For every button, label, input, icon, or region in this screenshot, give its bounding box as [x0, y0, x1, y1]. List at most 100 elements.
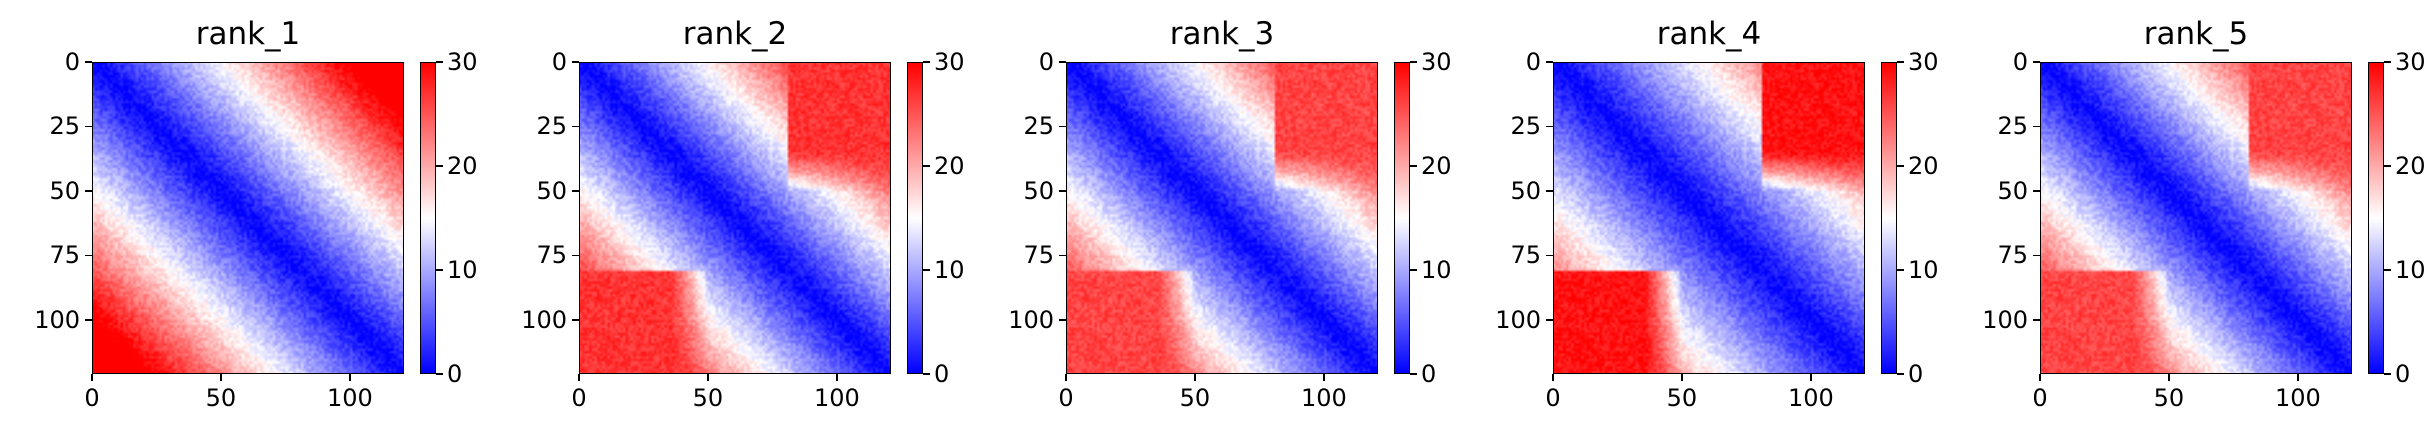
y-tick-label: 75 [1023, 241, 1054, 270]
colorbar-tick [2384, 165, 2391, 167]
heatmap [1066, 62, 1378, 374]
y-tick [572, 125, 579, 128]
y-tick [572, 190, 579, 192]
x-tick-label: 100 [326, 384, 373, 412]
colorbar-tick [2384, 373, 2391, 375]
x-tick-label: 0 [571, 384, 587, 412]
y-tick-label: 50 [1997, 176, 2028, 205]
colorbar-tick-label: 10 [447, 256, 478, 284]
x-tick-label: 100 [1787, 384, 1834, 412]
colorbar-tick [1897, 373, 1904, 375]
heatmap [1553, 62, 1865, 374]
chart-panel: rank_4 0 50 100 0 25 50 75 100 0 10 20 30 [1461, 0, 1948, 438]
x-tick [578, 374, 580, 381]
colorbar-tick-label: 20 [2395, 152, 2426, 180]
colorbar [907, 62, 923, 374]
y-tick [85, 61, 92, 63]
y-tick [572, 61, 579, 63]
y-tick-label: 75 [1510, 241, 1541, 270]
y-tick-label: 50 [1023, 176, 1054, 205]
x-tick [1194, 374, 1196, 381]
x-tick-label: 100 [813, 384, 860, 412]
colorbar-tick-label: 20 [1908, 152, 1939, 180]
x-tick [1552, 374, 1554, 381]
y-tick-label: 100 [1495, 305, 1541, 334]
y-tick-label: 25 [1023, 112, 1054, 141]
x-tick-label: 0 [84, 384, 100, 412]
x-tick-label: 50 [205, 384, 237, 412]
x-tick-label: 50 [692, 384, 724, 412]
x-tick-label: 50 [2153, 384, 2185, 412]
y-tick [2033, 61, 2040, 63]
y-tick [1059, 190, 1066, 192]
y-tick-label: 0 [1525, 48, 1541, 76]
colorbar-tick-label: 0 [1421, 360, 1437, 388]
y-tick [85, 254, 92, 257]
colorbar [1394, 62, 1410, 374]
x-tick [1810, 374, 1812, 381]
colorbar-tick [1410, 373, 1417, 375]
colorbar [2368, 62, 2384, 374]
chart-panel: rank_2 0 50 100 0 25 50 75 100 0 10 20 30 [487, 0, 974, 438]
y-tick [2033, 125, 2040, 128]
x-tick [1065, 374, 1067, 381]
y-tick-label: 0 [2012, 48, 2028, 76]
chart-title: rank_3 [1169, 16, 1275, 52]
colorbar-tick-label: 10 [934, 256, 965, 284]
y-tick [1059, 254, 1066, 257]
colorbar-tick [436, 61, 443, 63]
y-tick [2033, 319, 2040, 321]
y-tick [1059, 319, 1066, 321]
colorbar [1881, 62, 1897, 374]
y-tick-label: 25 [536, 112, 567, 141]
colorbar-tick [923, 269, 930, 271]
y-tick [85, 319, 92, 321]
x-tick [1323, 374, 1325, 381]
x-tick-label: 100 [1300, 384, 1347, 412]
chart-panel: rank_5 0 50 100 0 25 50 75 100 0 10 20 30 [1948, 0, 2435, 438]
y-tick-label: 75 [1997, 241, 2028, 270]
y-tick [1546, 125, 1553, 128]
x-tick-label: 0 [1058, 384, 1074, 412]
colorbar-tick [1410, 269, 1417, 271]
y-tick [1059, 61, 1066, 63]
x-tick [836, 374, 838, 381]
y-tick-label: 50 [1510, 176, 1541, 205]
y-tick [85, 190, 92, 192]
y-tick-label: 0 [1038, 48, 1054, 76]
x-tick [707, 374, 709, 381]
colorbar-tick [1410, 165, 1417, 167]
colorbar-tick-label: 0 [1908, 360, 1924, 388]
heatmap [92, 62, 404, 374]
chart-title: rank_5 [2143, 16, 2249, 52]
x-tick-label: 0 [2032, 384, 2048, 412]
chart-title: rank_1 [195, 16, 301, 52]
y-tick [2033, 254, 2040, 257]
x-tick [1681, 374, 1683, 381]
colorbar-tick-label: 20 [447, 152, 478, 180]
chart-title: rank_4 [1656, 16, 1762, 52]
colorbar-tick-label: 0 [934, 360, 950, 388]
x-tick [349, 374, 351, 381]
x-tick-label: 50 [1666, 384, 1698, 412]
colorbar-tick [923, 61, 930, 63]
colorbar-tick-label: 0 [447, 360, 463, 388]
y-tick-label: 100 [521, 305, 567, 334]
y-tick-label: 100 [1008, 305, 1054, 334]
x-tick-label: 100 [2274, 384, 2321, 412]
chart-panel: rank_1 0 50 100 0 25 50 75 100 0 10 20 30 [0, 0, 487, 438]
colorbar-tick-label: 20 [934, 152, 965, 180]
colorbar-tick [1897, 165, 1904, 167]
y-tick-label: 0 [551, 48, 567, 76]
y-tick-label: 25 [49, 112, 80, 141]
colorbar-tick [923, 373, 930, 375]
colorbar-tick [436, 165, 443, 167]
y-tick [1546, 61, 1553, 63]
x-tick-label: 50 [1179, 384, 1211, 412]
colorbar-tick [923, 165, 930, 167]
y-tick [1546, 319, 1553, 321]
chart-panel: rank_3 0 50 100 0 25 50 75 100 0 10 20 30 [974, 0, 1461, 438]
x-tick [2039, 374, 2041, 381]
colorbar-tick-label: 30 [1421, 48, 1452, 76]
x-tick [2168, 374, 2170, 381]
